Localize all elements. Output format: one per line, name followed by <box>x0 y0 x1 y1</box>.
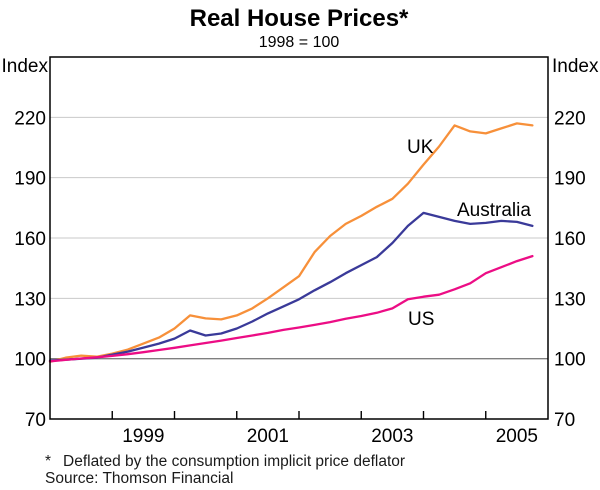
plot-frame-layer <box>49 56 549 420</box>
series-layer: UK Australia US <box>48 122 534 363</box>
y-label-right-100: 100 <box>554 350 586 371</box>
x-label-2003: 2003 <box>371 426 413 447</box>
x-label-2005: 2005 <box>496 426 538 447</box>
y-label-left-160: 160 <box>14 229 46 250</box>
us-line <box>48 254 534 363</box>
y-label-right-130: 130 <box>554 289 586 310</box>
axis-labels-layer: 220 220 190 190 160 160 130 130 100 100 70 70 1999 20… <box>14 108 585 447</box>
y-label-right-220: 220 <box>554 108 586 129</box>
us-series-label: US <box>408 309 434 330</box>
gridlines-layer <box>50 116 548 360</box>
x-label-2001: 2001 <box>247 426 289 447</box>
y-label-left-70: 70 <box>25 410 46 431</box>
footnote-asterisk: * <box>45 453 51 470</box>
x-label-1999: 1999 <box>122 426 164 447</box>
y-label-left-190: 190 <box>14 169 46 190</box>
y-axis-unit-left: Index <box>2 56 49 77</box>
y-axis-unit-right: Index <box>552 56 599 77</box>
source-text: Source: Thomson Financial <box>45 470 233 487</box>
y-label-left-100: 100 <box>14 350 46 371</box>
footnote-text: Deflated by the consumption implicit pri… <box>63 453 405 470</box>
chart-title: Real House Prices* <box>190 5 409 32</box>
y-label-left-130: 130 <box>14 289 46 310</box>
y-label-right-160: 160 <box>554 229 586 250</box>
y-label-right-190: 190 <box>554 169 586 190</box>
australia-series-label: Australia <box>457 200 531 221</box>
uk-line <box>48 122 534 363</box>
uk-series-label: UK <box>407 137 434 158</box>
y-label-left-220: 220 <box>14 108 46 129</box>
chart-subtitle: 1998 = 100 <box>259 34 340 51</box>
australia-line <box>48 211 534 362</box>
y-label-right-70: 70 <box>554 410 575 431</box>
